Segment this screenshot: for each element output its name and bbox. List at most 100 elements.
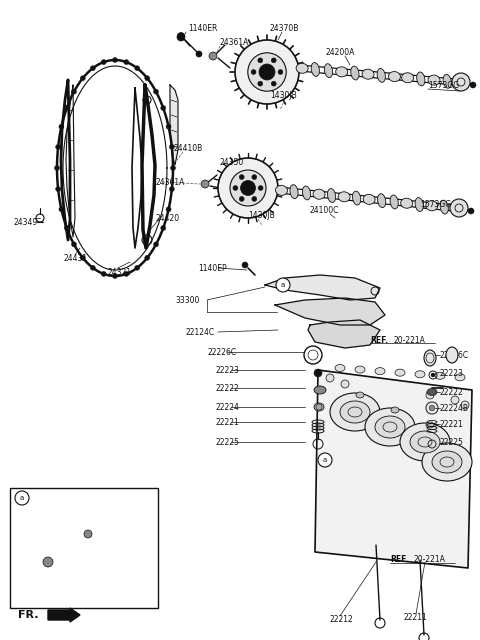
Text: 22225: 22225 — [440, 438, 464, 447]
Circle shape — [318, 453, 332, 467]
Ellipse shape — [402, 73, 414, 83]
Ellipse shape — [440, 200, 448, 214]
Circle shape — [304, 346, 322, 364]
Ellipse shape — [327, 189, 336, 202]
Text: 20-221A: 20-221A — [413, 556, 445, 564]
Circle shape — [470, 82, 476, 88]
Text: a: a — [323, 457, 327, 463]
Text: 22212: 22212 — [330, 616, 354, 625]
Circle shape — [56, 187, 60, 191]
Circle shape — [242, 262, 248, 268]
Ellipse shape — [313, 189, 325, 199]
Ellipse shape — [276, 186, 288, 195]
Text: 21516A: 21516A — [28, 536, 57, 545]
Text: REF.: REF. — [370, 335, 388, 344]
Ellipse shape — [336, 67, 348, 77]
Circle shape — [161, 225, 166, 230]
Ellipse shape — [446, 347, 458, 363]
Text: 20-221A: 20-221A — [393, 335, 425, 344]
Ellipse shape — [417, 72, 425, 86]
Circle shape — [135, 265, 140, 270]
Circle shape — [64, 225, 69, 230]
Circle shape — [451, 396, 459, 404]
Ellipse shape — [432, 451, 462, 473]
Circle shape — [55, 166, 60, 170]
Circle shape — [59, 124, 64, 129]
Circle shape — [56, 145, 60, 149]
Circle shape — [468, 208, 474, 214]
Circle shape — [461, 401, 469, 409]
Circle shape — [43, 557, 53, 567]
Text: 22221: 22221 — [215, 417, 239, 426]
Circle shape — [452, 73, 470, 91]
Circle shape — [154, 89, 158, 94]
Circle shape — [59, 207, 64, 212]
Ellipse shape — [302, 186, 311, 200]
Text: 24361A: 24361A — [155, 177, 184, 186]
Text: 24431: 24431 — [64, 253, 88, 262]
Ellipse shape — [330, 393, 380, 431]
Circle shape — [169, 187, 174, 191]
Ellipse shape — [355, 366, 365, 373]
Circle shape — [258, 81, 263, 86]
Circle shape — [177, 33, 185, 41]
Circle shape — [166, 207, 171, 212]
Text: 24420: 24420 — [155, 214, 179, 223]
Circle shape — [124, 271, 129, 276]
Text: 22224: 22224 — [215, 403, 239, 412]
Circle shape — [233, 186, 238, 191]
Text: 24349: 24349 — [14, 218, 38, 227]
Circle shape — [170, 166, 176, 170]
Text: 22225: 22225 — [215, 438, 239, 447]
Circle shape — [429, 405, 435, 411]
Circle shape — [101, 271, 106, 276]
Ellipse shape — [426, 422, 434, 428]
Ellipse shape — [390, 195, 398, 209]
Text: 1140EP: 1140EP — [198, 264, 227, 273]
Ellipse shape — [314, 403, 324, 411]
Polygon shape — [275, 298, 385, 325]
Circle shape — [64, 106, 69, 111]
Ellipse shape — [401, 198, 413, 208]
Text: a: a — [20, 495, 24, 501]
Circle shape — [196, 51, 202, 57]
Ellipse shape — [377, 68, 385, 83]
Circle shape — [80, 255, 85, 260]
Text: 22211: 22211 — [404, 614, 428, 623]
Text: 22226C: 22226C — [440, 351, 469, 360]
Text: 22221: 22221 — [440, 419, 464, 429]
Circle shape — [235, 40, 299, 104]
Ellipse shape — [424, 350, 436, 366]
Ellipse shape — [415, 371, 425, 378]
Ellipse shape — [427, 388, 437, 396]
Ellipse shape — [324, 64, 333, 77]
Circle shape — [252, 175, 257, 180]
Text: 22226C: 22226C — [208, 348, 237, 356]
Circle shape — [426, 391, 434, 399]
Text: 24200A: 24200A — [325, 47, 354, 56]
Ellipse shape — [352, 191, 360, 205]
Ellipse shape — [338, 192, 350, 202]
Circle shape — [259, 64, 275, 80]
Ellipse shape — [410, 431, 440, 453]
Text: a: a — [281, 282, 285, 288]
Text: 22124C: 22124C — [185, 328, 214, 337]
Circle shape — [251, 70, 256, 74]
Ellipse shape — [335, 365, 345, 371]
Circle shape — [145, 255, 150, 260]
Text: 22222: 22222 — [215, 383, 239, 392]
Text: 22222: 22222 — [440, 387, 464, 397]
Bar — [10, 488, 158, 608]
Circle shape — [15, 491, 29, 505]
Circle shape — [314, 369, 322, 377]
Ellipse shape — [422, 443, 472, 481]
Text: 33300: 33300 — [175, 296, 199, 305]
Circle shape — [169, 145, 174, 149]
Circle shape — [276, 278, 290, 292]
Text: 24100C: 24100C — [310, 205, 339, 214]
Ellipse shape — [415, 198, 423, 211]
Circle shape — [258, 58, 263, 63]
Circle shape — [154, 242, 158, 247]
Circle shape — [84, 530, 92, 538]
Circle shape — [239, 196, 244, 202]
